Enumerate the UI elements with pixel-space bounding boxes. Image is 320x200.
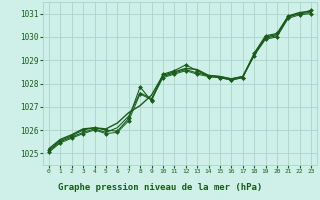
Text: Graphe pression niveau de la mer (hPa): Graphe pression niveau de la mer (hPa) (58, 182, 262, 192)
